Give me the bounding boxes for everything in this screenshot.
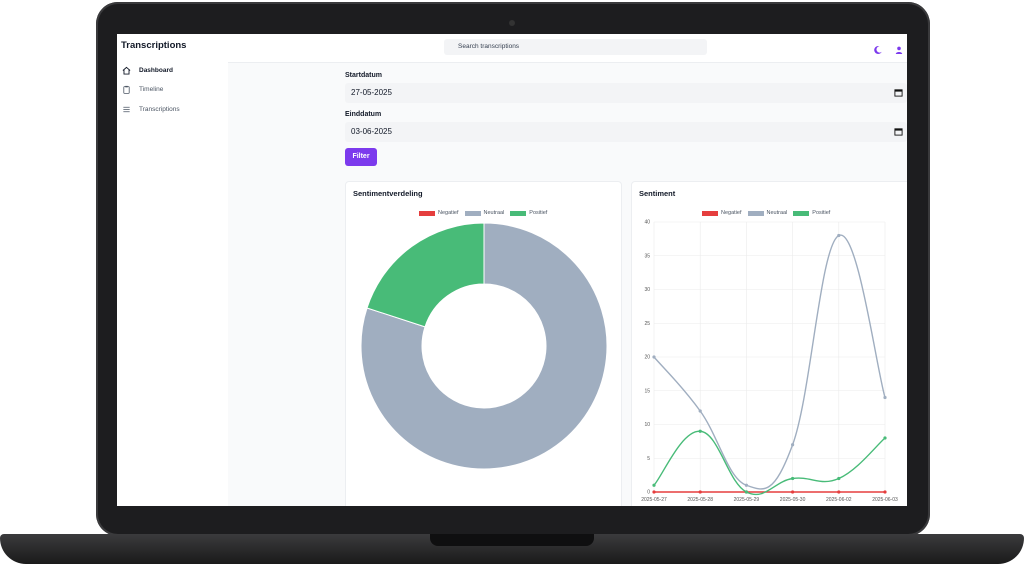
laptop-notch (430, 534, 594, 546)
doughnut-slice-neutraal[interactable] (360, 222, 608, 470)
sidebar-item-label: Dashboard (139, 66, 173, 74)
x-tick-label: 2025-05-27 (641, 497, 667, 503)
y-tick-label: 35 (644, 253, 650, 259)
filter-button[interactable]: Filter (345, 148, 377, 166)
y-tick-label: 25 (644, 321, 650, 327)
legend-label: Positief (812, 210, 831, 216)
data-point-neutraal[interactable] (791, 443, 795, 447)
y-tick-label: 10 (644, 422, 650, 428)
app-screen: Transcriptions Dashboard Timeline Transc… (117, 34, 907, 506)
chart-legend: Negatief Neutraal Positief (419, 210, 553, 216)
app-title: Transcriptions (121, 40, 187, 51)
chart-title: Sentiment (639, 189, 676, 198)
data-point-negatief[interactable] (791, 490, 795, 494)
end-date-label: Einddatum (345, 111, 382, 118)
sidebar-item-dashboard[interactable]: Dashboard (121, 63, 173, 77)
x-tick-label: 2025-05-30 (780, 497, 806, 503)
data-point-neutraal[interactable] (883, 395, 887, 400)
start-date-field[interactable]: 27-05-2025 (345, 83, 907, 103)
sidebar-item-label: Timeline (139, 85, 164, 93)
data-point-neutraal[interactable] (652, 355, 656, 359)
data-point-positief[interactable] (698, 429, 702, 433)
legend-item-neutraal[interactable]: Neutraal (464, 210, 505, 216)
data-point-positief[interactable] (791, 476, 795, 481)
y-tick-label: 15 (644, 388, 650, 394)
chart-title: Sentimentverdeling (353, 189, 423, 198)
search-input[interactable]: Search transcriptions (444, 39, 707, 55)
legend-label: Negatief (438, 210, 459, 216)
sentiment-line-card: Sentiment Negatief Neutraal Positief 0 5 1… (631, 181, 907, 506)
start-date-label: Startdatum (345, 72, 382, 79)
x-tick-label: 2025-06-02 (826, 497, 852, 503)
sidebar-item-label: Transcriptions (139, 105, 180, 113)
data-point-neutraal[interactable] (837, 233, 841, 238)
data-point-negatief[interactable] (698, 490, 702, 494)
y-tick-label: 20 (644, 355, 650, 361)
y-tick-label: 0 (647, 490, 650, 496)
series-line-positief[interactable] (653, 430, 886, 495)
top-bar: Search transcriptions (228, 34, 907, 63)
data-point-positief[interactable] (837, 476, 841, 481)
calendar-icon[interactable] (894, 127, 903, 136)
x-tick-label: 2025-05-28 (687, 497, 713, 503)
x-tick-label: 2025-06-03 (872, 497, 898, 503)
clipboard-icon (121, 84, 131, 94)
moon-icon[interactable] (873, 42, 883, 54)
end-date-field[interactable]: 03-06-2025 (345, 122, 907, 142)
data-point-positief[interactable] (883, 436, 887, 440)
legend-item-neutraal[interactable]: Neutraal (747, 210, 788, 216)
camera-dot (509, 20, 515, 26)
sentiment-distribution-card: Sentimentverdeling Negatief Neutraal Pos… (345, 181, 622, 506)
end-date-value: 03-06-2025 (351, 127, 392, 136)
chart-legend: Negatief Neutraal Positief (702, 210, 836, 216)
data-point-neutraal[interactable] (744, 483, 748, 487)
home-icon (121, 65, 131, 75)
calendar-icon[interactable] (894, 88, 903, 97)
y-tick-label: 30 (644, 287, 650, 293)
list-icon (121, 104, 131, 114)
legend-item-positief[interactable]: Positief (793, 210, 830, 216)
line-chart: 0 5 10 15 20 25 30 35 40 2025-05-27 2025-05-28 2025… (641, 220, 898, 503)
legend-label: Positief (529, 210, 548, 216)
y-tick-label: 40 (644, 220, 650, 226)
legend-label: Negatief (721, 210, 742, 216)
main-content: Startdatum 27-05-2025 Einddatum 03-06-20… (228, 63, 907, 506)
sidebar-item-timeline[interactable]: Timeline (121, 82, 163, 96)
user-icon[interactable] (894, 42, 904, 54)
data-point-negatief[interactable] (652, 490, 656, 494)
sidebar-item-transcriptions[interactable]: Transcriptions (121, 102, 180, 116)
legend-label: Neutraal (483, 210, 505, 216)
doughnut-chart (360, 222, 608, 470)
y-tick-label: 5 (647, 456, 650, 462)
start-date-value: 27-05-2025 (351, 88, 392, 97)
data-point-positief[interactable] (652, 483, 656, 487)
data-point-neutraal[interactable] (698, 409, 702, 413)
data-point-positief[interactable] (744, 490, 748, 494)
x-tick-label: 2025-05-29 (734, 497, 760, 503)
legend-item-positief[interactable]: Positief (510, 210, 547, 216)
legend-item-negatief[interactable]: Negatief (702, 210, 742, 216)
legend-label: Neutraal (766, 210, 788, 216)
data-point-negatief[interactable] (837, 490, 841, 494)
data-point-negatief[interactable] (883, 490, 887, 494)
doughnut-slice-positief[interactable] (366, 222, 485, 328)
series-line-neutraal[interactable] (653, 234, 886, 490)
legend-item-negatief[interactable]: Negatief (419, 210, 459, 216)
sidebar: Transcriptions Dashboard Timeline Transc… (117, 34, 228, 506)
